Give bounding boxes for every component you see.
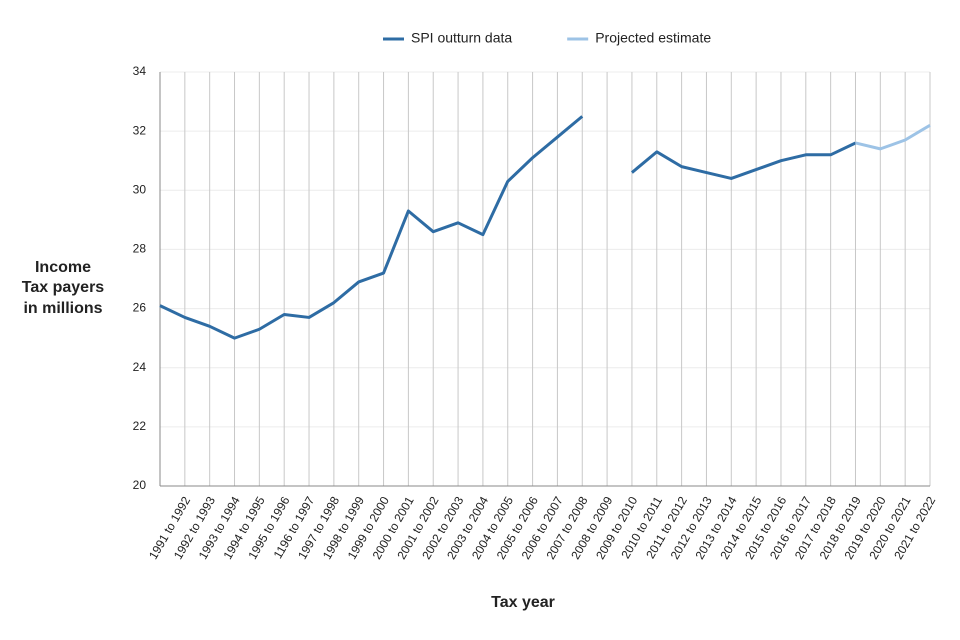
- y-tick-label: 24: [133, 360, 147, 374]
- y-axis-label: Tax payers: [22, 279, 105, 296]
- y-tick-label: 32: [133, 123, 147, 137]
- y-tick-label: 30: [133, 182, 147, 196]
- y-axis-label: Income: [35, 259, 91, 276]
- legend-label: SPI outturn data: [411, 30, 512, 46]
- y-tick-label: 26: [133, 301, 147, 315]
- y-tick-label: 20: [133, 478, 147, 492]
- y-axis-label: in millions: [23, 300, 102, 317]
- x-axis-label: Tax year: [491, 594, 555, 611]
- y-tick-label: 22: [133, 419, 147, 433]
- y-tick-label: 34: [133, 64, 147, 78]
- data-line: [855, 123, 931, 151]
- y-tick-label: 28: [133, 242, 147, 256]
- legend-label: Projected estimate: [595, 30, 711, 46]
- data-line: [159, 115, 857, 340]
